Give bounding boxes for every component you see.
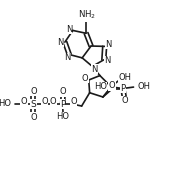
- Text: P: P: [120, 84, 125, 93]
- Text: N: N: [66, 25, 72, 34]
- Text: O: O: [30, 87, 37, 96]
- Text: NH$_2$: NH$_2$: [78, 9, 96, 21]
- Text: O: O: [82, 74, 88, 83]
- Text: N: N: [105, 56, 111, 65]
- Text: O: O: [60, 87, 66, 96]
- Text: HO: HO: [94, 82, 107, 91]
- Text: N: N: [57, 38, 64, 47]
- Text: O: O: [41, 97, 48, 105]
- Text: O: O: [30, 113, 37, 122]
- Text: O: O: [21, 97, 27, 105]
- Text: S: S: [30, 100, 36, 109]
- Text: N: N: [105, 40, 111, 49]
- Text: O: O: [70, 97, 77, 105]
- Text: O: O: [121, 96, 128, 105]
- Text: O: O: [50, 97, 56, 105]
- Text: OH: OH: [118, 73, 131, 82]
- Text: N: N: [64, 53, 71, 62]
- Text: OH: OH: [138, 82, 151, 91]
- Text: N: N: [91, 65, 98, 73]
- Text: O: O: [109, 81, 116, 90]
- Text: P: P: [60, 100, 65, 109]
- Text: HO: HO: [0, 99, 11, 108]
- Text: HO: HO: [57, 112, 70, 121]
